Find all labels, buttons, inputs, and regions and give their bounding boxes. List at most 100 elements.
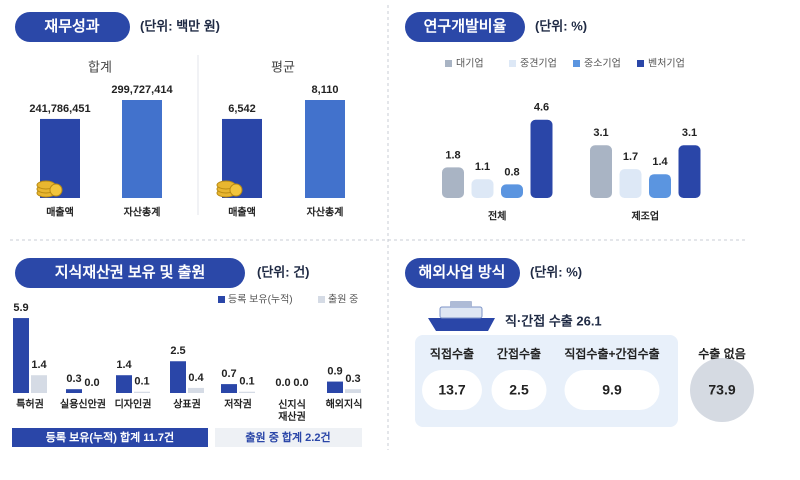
- item-value: 13.7: [438, 382, 465, 398]
- bar: [649, 174, 671, 198]
- category-label: 매출액: [228, 206, 256, 219]
- value-label: 299,727,414: [111, 84, 173, 96]
- bar: [471, 179, 494, 198]
- badge: [15, 258, 245, 288]
- bar: [345, 389, 361, 393]
- category-label: 특허권: [16, 398, 44, 411]
- legend-label: 대기업: [456, 57, 484, 70]
- item-pill: [422, 370, 482, 410]
- legend-label: 중견기업: [520, 57, 557, 70]
- legend-swatch: [637, 60, 644, 67]
- export-label: 직·간접 수출 26.1: [505, 313, 602, 328]
- coin-icon: [229, 183, 243, 197]
- bar: [305, 100, 345, 198]
- value-label: 1.8: [445, 149, 460, 161]
- bar: [327, 381, 343, 393]
- total-box: [215, 428, 362, 447]
- item-value: 9.9: [602, 382, 622, 398]
- value-label: 5.9: [13, 302, 28, 314]
- bar: [619, 169, 642, 198]
- section-title: 재무성과: [44, 17, 99, 35]
- bar: [31, 375, 47, 393]
- unit: (단위: 백만 원): [140, 18, 220, 33]
- category-label: 자산총계: [307, 206, 344, 219]
- bar: [239, 391, 255, 393]
- value-label: 1.7: [623, 151, 638, 163]
- section-title: 연구개발비율: [424, 17, 507, 35]
- category-label: 해외지식: [326, 398, 363, 411]
- badge: [15, 12, 130, 42]
- value-label: 4.6: [534, 102, 549, 114]
- legend-swatch: [573, 60, 580, 67]
- item-label: 직접수출+간접수출: [564, 346, 659, 361]
- value-label: 0.1: [134, 376, 149, 388]
- value-label: 0.0: [275, 377, 290, 389]
- bar: [13, 318, 29, 393]
- legend-label: 출원 중: [328, 294, 358, 306]
- bar: [134, 391, 150, 393]
- value-label: 3.1: [593, 127, 608, 139]
- item-label: 수출 없음: [698, 346, 746, 361]
- value-label: 0.3: [66, 373, 81, 385]
- bar: [530, 119, 553, 198]
- total-box: [12, 428, 208, 447]
- value-label: 0.9: [327, 365, 342, 377]
- value-label: 0.8: [504, 166, 519, 178]
- item-label: 직접수출: [430, 346, 474, 361]
- value-label: 2.5: [170, 345, 185, 357]
- bar: [188, 387, 204, 393]
- subtitle: 평균: [271, 59, 295, 74]
- item-pill: [690, 358, 754, 422]
- bar: [170, 361, 186, 393]
- legend-swatch: [509, 60, 516, 67]
- legend-label: 등록 보유(누적): [228, 294, 293, 306]
- subtitle: 합계: [88, 59, 112, 74]
- unit: (단위: %): [530, 264, 582, 279]
- value-label: 0.3: [345, 373, 360, 385]
- category-label: 자산총계: [124, 206, 161, 219]
- item-pill: [491, 370, 547, 410]
- unit: (단위: 건): [257, 264, 309, 279]
- category-label: 실용신안권: [60, 398, 106, 411]
- category-label: 전체: [488, 210, 506, 223]
- item-value: 2.5: [509, 382, 529, 398]
- bar: [590, 145, 612, 198]
- total: 출원 중 합계 2.2건: [245, 430, 330, 444]
- category-label: 매출액: [46, 206, 74, 219]
- value-label: 1.4: [31, 359, 47, 371]
- category-label: 제조업: [631, 210, 659, 223]
- legend-swatch: [318, 296, 325, 303]
- bar: [122, 100, 162, 198]
- legend-label: 벤처기업: [648, 57, 685, 70]
- bar: [116, 375, 132, 393]
- item-label: 간접수출: [497, 346, 541, 361]
- section-title: 해외사업 방식: [419, 263, 506, 281]
- category-label: 디자인권: [115, 398, 152, 411]
- value-label: 1.4: [116, 359, 132, 371]
- category-label: 상표권: [173, 398, 201, 411]
- bar: [501, 184, 523, 198]
- value-label: 3.1: [682, 127, 697, 139]
- section-title: 지식재산권 보유 및 출원: [55, 263, 206, 281]
- unit: (단위: %): [535, 18, 587, 33]
- badge: [405, 258, 520, 288]
- legend-label: 중소기업: [584, 57, 621, 70]
- value-label: 0.1: [239, 376, 254, 388]
- bar: [221, 384, 237, 393]
- value-label: 0.0: [293, 377, 308, 389]
- value-label: 6,542: [228, 103, 256, 115]
- value-label: 1.4: [652, 156, 668, 168]
- item-value: 73.9: [708, 382, 735, 398]
- legend-swatch: [218, 296, 225, 303]
- category-label: 저작권: [224, 398, 252, 411]
- value-label: 1.1: [475, 161, 490, 173]
- item-pill: [564, 370, 660, 410]
- category-label: 신지식 재산권: [278, 398, 306, 423]
- bar: [442, 167, 464, 198]
- value-label: 8,110: [312, 84, 339, 96]
- value-label: 241,786,451: [29, 103, 90, 115]
- value-label: 0.4: [188, 372, 204, 384]
- value-label: 0.0: [84, 377, 99, 389]
